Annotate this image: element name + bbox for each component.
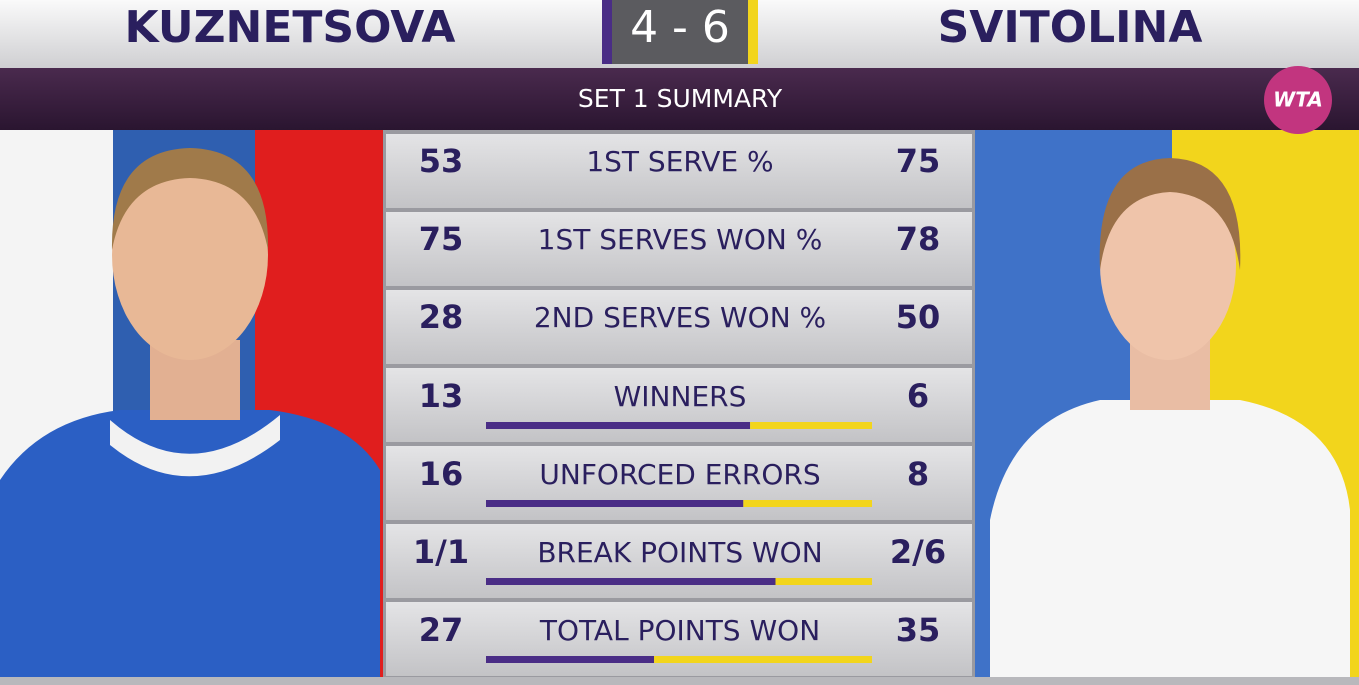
player-left: KUZNETSOVA: [125, 2, 456, 53]
stat-label: WINNERS: [614, 380, 747, 413]
stat-label: 1ST SERVES WON %: [538, 223, 823, 256]
stat-row: [386, 212, 972, 286]
stat-left: 13: [419, 377, 464, 415]
stat-row: [386, 368, 972, 442]
player-right: SVITOLINA: [938, 2, 1203, 53]
stat-right: 35: [896, 611, 941, 649]
right-player-photo: [975, 130, 1359, 685]
bar-left: [486, 578, 776, 585]
stat-row: [386, 524, 972, 598]
stat-left: 27: [419, 611, 464, 649]
score: 4 - 6: [630, 2, 730, 53]
stat-left: 1/1: [413, 533, 469, 571]
bar-right: [743, 500, 872, 507]
stat-label: 1ST SERVE %: [586, 145, 773, 178]
stat-left: 75: [419, 220, 464, 258]
stat-right: 75: [896, 142, 941, 180]
bar-left: [486, 656, 655, 663]
score-edge-left: [602, 0, 612, 64]
stat-label: 2ND SERVES WON %: [534, 301, 826, 334]
bar-right: [750, 422, 872, 429]
stat-right: 8: [907, 455, 929, 493]
logo-badge: [1264, 66, 1332, 134]
left-player-photo: [0, 130, 383, 685]
bar-right: [775, 578, 872, 585]
stat-row: [386, 602, 972, 676]
stat-left: 53: [419, 142, 464, 180]
bottom-strip: [0, 677, 1359, 685]
stat-row: [386, 446, 972, 520]
bar-left: [486, 422, 751, 429]
stat-right: 6: [907, 377, 929, 415]
stat-row: [386, 290, 972, 364]
stat-label: BREAK POINTS WON: [537, 536, 822, 569]
bar-right: [654, 656, 872, 663]
score-edge-right: [748, 0, 758, 64]
stat-right: 78: [896, 220, 941, 258]
subtitle: SET 1 SUMMARY: [578, 84, 783, 113]
stat-row: [386, 134, 972, 208]
stat-left: 28: [419, 298, 464, 336]
stat-left: 16: [419, 455, 464, 493]
stat-right: 50: [896, 298, 941, 336]
stats-rows: 53 1ST SERVE % 75 75 1ST SERVES WON % 78 28 2ND…: [386, 134, 972, 676]
stat-label: UNFORCED ERRORS: [539, 458, 820, 491]
bar-left: [486, 500, 744, 507]
stat-label: TOTAL POINTS WON: [539, 614, 820, 647]
score-box: [602, 0, 758, 64]
subtitle-band: [0, 68, 1359, 130]
logo: WTA: [1273, 88, 1323, 112]
stat-right: 2/6: [890, 533, 946, 571]
